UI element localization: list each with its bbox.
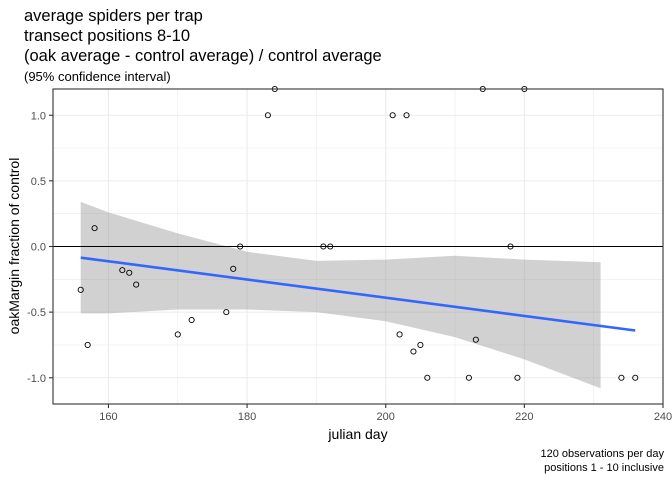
data-point — [77, 286, 84, 293]
data-point — [424, 374, 431, 381]
data-point — [119, 267, 126, 274]
y-axis-title: oakMargin fraction of control — [6, 158, 22, 335]
x-tick-label: 220 — [515, 411, 533, 423]
data-point — [84, 341, 91, 348]
axis-ticks: 160 180 200 220 240 -1.0 -0.5 0.0 0.5 1.0 — [27, 110, 672, 423]
y-tick-label: 1.0 — [31, 110, 46, 122]
chart-title-line-2: transect positions 8-10 — [24, 27, 190, 45]
caption-line-1: 120 observations per day — [540, 448, 664, 460]
x-axis-title: julian day — [327, 426, 387, 442]
data-point — [133, 281, 140, 288]
data-point — [472, 336, 479, 343]
chart-title-line-3: (oak average - control average) / contro… — [24, 47, 382, 65]
x-tick-label: 160 — [99, 411, 117, 423]
data-point — [396, 331, 403, 338]
y-tick-label: 0.5 — [31, 176, 46, 188]
fit-line — [80, 256, 636, 332]
data-point — [403, 112, 410, 119]
data-point — [514, 374, 521, 381]
data-point — [632, 374, 639, 381]
x-tick-label: 200 — [377, 411, 395, 423]
data-point — [507, 243, 514, 250]
fit-line-layer — [80, 256, 636, 332]
data-point — [389, 112, 396, 119]
y-tick-label: -1.0 — [27, 373, 46, 385]
x-tick-label: 180 — [238, 411, 256, 423]
data-point — [264, 112, 271, 119]
data-point — [230, 265, 237, 272]
data-points — [77, 85, 639, 381]
data-point — [174, 331, 181, 338]
data-point — [237, 243, 244, 250]
data-point — [223, 309, 230, 316]
chart-subtitle: (95% confidence interval) — [24, 69, 171, 84]
data-point — [465, 374, 472, 381]
confidence-band — [80, 201, 601, 389]
caption-line-2: positions 1 - 10 inclusive — [544, 462, 664, 474]
data-point — [320, 243, 327, 250]
y-tick-label: 0.0 — [31, 242, 46, 254]
y-tick-label: -0.5 — [27, 307, 46, 319]
data-point — [126, 269, 133, 276]
data-point — [327, 243, 334, 250]
data-point — [188, 316, 195, 324]
chart-title-line-1: average spiders per trap — [24, 7, 203, 25]
data-point — [417, 341, 424, 348]
data-point — [410, 348, 417, 355]
confidence-band-layer — [80, 201, 601, 389]
data-point — [91, 225, 98, 232]
data-point — [618, 374, 625, 381]
x-tick-label: 240 — [654, 411, 672, 423]
